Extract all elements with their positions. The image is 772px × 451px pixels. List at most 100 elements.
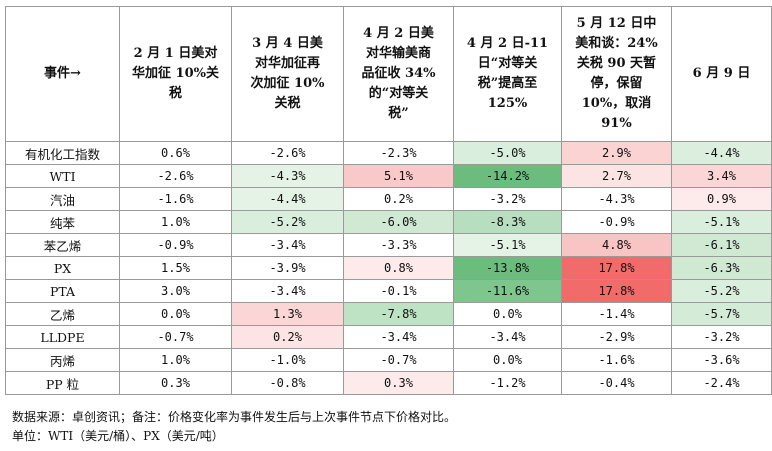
value-cell: 2.9% — [561, 141, 672, 165]
value-cell: 0.3% — [343, 371, 454, 395]
value-cell: -5.2% — [231, 210, 344, 234]
value-cell: -0.9% — [119, 233, 232, 257]
value-cell: 0.0% — [119, 302, 232, 326]
value-cell: -2.4% — [671, 371, 772, 395]
value-cell: -0.8% — [231, 371, 344, 395]
value-cell: 3.4% — [671, 164, 772, 188]
value-cell: 0.2% — [343, 187, 454, 211]
header-row: 事件→ 2 月 1 日美对 华加征 10%关 税 3 月 4 日美 对华加征再 … — [5, 6, 772, 142]
table-row: 乙烯 0.0% 1.3% -7.8% 0.0% -1.4% -5.7% — [5, 302, 772, 326]
value-cell: -6.1% — [671, 233, 772, 257]
table-row: 苯乙烯 -0.9% -3.4% -3.3% -5.1% 4.8% -6.1% — [5, 233, 772, 257]
value-cell: -0.9% — [561, 210, 672, 234]
value-cell: -5.7% — [671, 302, 772, 326]
table-row: 丙烯 1.0% -1.0% -0.7% 0.0% -1.6% -3.6% — [5, 348, 772, 372]
value-cell: -13.8% — [453, 256, 562, 280]
value-cell: 0.9% — [671, 187, 772, 211]
value-cell: -1.2% — [453, 371, 562, 395]
event-header: 4 月 2 日美 对华输美商 品征收 34% 的“对等关 税” — [343, 6, 454, 142]
value-cell: -1.6% — [119, 187, 232, 211]
table-row: PX 1.5% -3.9% 0.8% -13.8% 17.8% -6.3% — [5, 256, 772, 280]
value-cell: 0.0% — [453, 302, 562, 326]
value-cell: -6.0% — [343, 210, 454, 234]
value-cell: -4.4% — [671, 141, 772, 165]
value-cell: -0.7% — [119, 325, 232, 349]
value-cell: -6.3% — [671, 256, 772, 280]
value-cell: 0.8% — [343, 256, 454, 280]
value-cell: 0.6% — [119, 141, 232, 165]
corner-header: 事件→ — [5, 6, 120, 142]
value-cell: -7.8% — [343, 302, 454, 326]
value-cell: -3.4% — [343, 325, 454, 349]
value-cell: 17.8% — [561, 279, 672, 303]
unit-note: 单位：WTI（美元/桶）、PX（美元/吨） — [12, 429, 224, 443]
value-cell: -3.4% — [453, 325, 562, 349]
value-cell: -5.1% — [453, 233, 562, 257]
price-change-table: 事件→ 2 月 1 日美对 华加征 10%关 税 3 月 4 日美 对华加征再 … — [5, 6, 772, 395]
row-label: 纯苯 — [5, 210, 120, 234]
value-cell: 1.0% — [119, 348, 232, 372]
row-label: PP 粒 — [5, 371, 120, 395]
value-cell: -5.2% — [671, 279, 772, 303]
row-label: LLDPE — [5, 325, 120, 349]
event-header: 2 月 1 日美对 华加征 10%关 税 — [119, 6, 232, 142]
value-cell: -5.1% — [671, 210, 772, 234]
value-cell: -3.2% — [453, 187, 562, 211]
value-cell: 4.8% — [561, 233, 672, 257]
value-cell: -11.6% — [453, 279, 562, 303]
value-cell: -0.1% — [343, 279, 454, 303]
row-label: 苯乙烯 — [5, 233, 120, 257]
row-label: 有机化工指数 — [5, 141, 120, 165]
value-cell: -3.3% — [343, 233, 454, 257]
source-note: 数据来源：卓创资讯；备注：价格变化率为事件发生后与上次事件节点下价格对比。 — [12, 410, 457, 424]
row-label: PX — [5, 256, 120, 280]
table-row: WTI -2.6% -4.3% 5.1% -14.2% 2.7% 3.4% — [5, 164, 772, 188]
event-header: 3 月 4 日美 对华加征再 次加征 10% 关税 — [231, 6, 344, 142]
table-row: 汽油 -1.6% -4.4% 0.2% -3.2% -4.3% 0.9% — [5, 187, 772, 211]
value-cell: -0.4% — [561, 371, 672, 395]
table-row: PTA 3.0% -3.4% -0.1% -11.6% 17.8% -5.2% — [5, 279, 772, 303]
value-cell: -2.6% — [231, 141, 344, 165]
value-cell: -2.3% — [343, 141, 454, 165]
event-header: 5 月 12 日中 美和谈：24% 关税 90 天暂 停，保留 10%，取消 9… — [561, 6, 672, 142]
value-cell: -4.3% — [231, 164, 344, 188]
row-label: 丙烯 — [5, 348, 120, 372]
value-cell: 0.2% — [231, 325, 344, 349]
value-cell: -3.4% — [231, 279, 344, 303]
value-cell: -3.6% — [671, 348, 772, 372]
value-cell: 2.7% — [561, 164, 672, 188]
value-cell: -1.0% — [231, 348, 344, 372]
value-cell: -3.4% — [231, 233, 344, 257]
value-cell: -8.3% — [453, 210, 562, 234]
value-cell: -4.4% — [231, 187, 344, 211]
table-row: LLDPE -0.7% 0.2% -3.4% -3.4% -2.9% -3.2% — [5, 325, 772, 349]
value-cell: -1.4% — [561, 302, 672, 326]
row-label: WTI — [5, 164, 120, 188]
value-cell: 1.0% — [119, 210, 232, 234]
value-cell: -0.7% — [343, 348, 454, 372]
value-cell: -2.9% — [561, 325, 672, 349]
value-cell: -4.3% — [561, 187, 672, 211]
value-cell: 17.8% — [561, 256, 672, 280]
value-cell: 0.0% — [453, 348, 562, 372]
value-cell: -14.2% — [453, 164, 562, 188]
value-cell: 0.3% — [119, 371, 232, 395]
table-row: 有机化工指数 0.6% -2.6% -2.3% -5.0% 2.9% -4.4% — [5, 141, 772, 165]
table-row: 纯苯 1.0% -5.2% -6.0% -8.3% -0.9% -5.1% — [5, 210, 772, 234]
value-cell: 1.3% — [231, 302, 344, 326]
value-cell: -3.9% — [231, 256, 344, 280]
value-cell: 3.0% — [119, 279, 232, 303]
event-header: 6 月 9 日 — [671, 6, 772, 142]
value-cell: -5.0% — [453, 141, 562, 165]
value-cell: -2.6% — [119, 164, 232, 188]
value-cell: -3.2% — [671, 325, 772, 349]
value-cell: -1.6% — [561, 348, 672, 372]
row-label: 乙烯 — [5, 302, 120, 326]
event-header: 4 月 2 日-11 日“对等关 税”提高至 125% — [453, 6, 562, 142]
value-cell: 1.5% — [119, 256, 232, 280]
row-label: PTA — [5, 279, 120, 303]
table-row: PP 粒 0.3% -0.8% 0.3% -1.2% -0.4% -2.4% — [5, 371, 772, 395]
row-label: 汽油 — [5, 187, 120, 211]
value-cell: 5.1% — [343, 164, 454, 188]
